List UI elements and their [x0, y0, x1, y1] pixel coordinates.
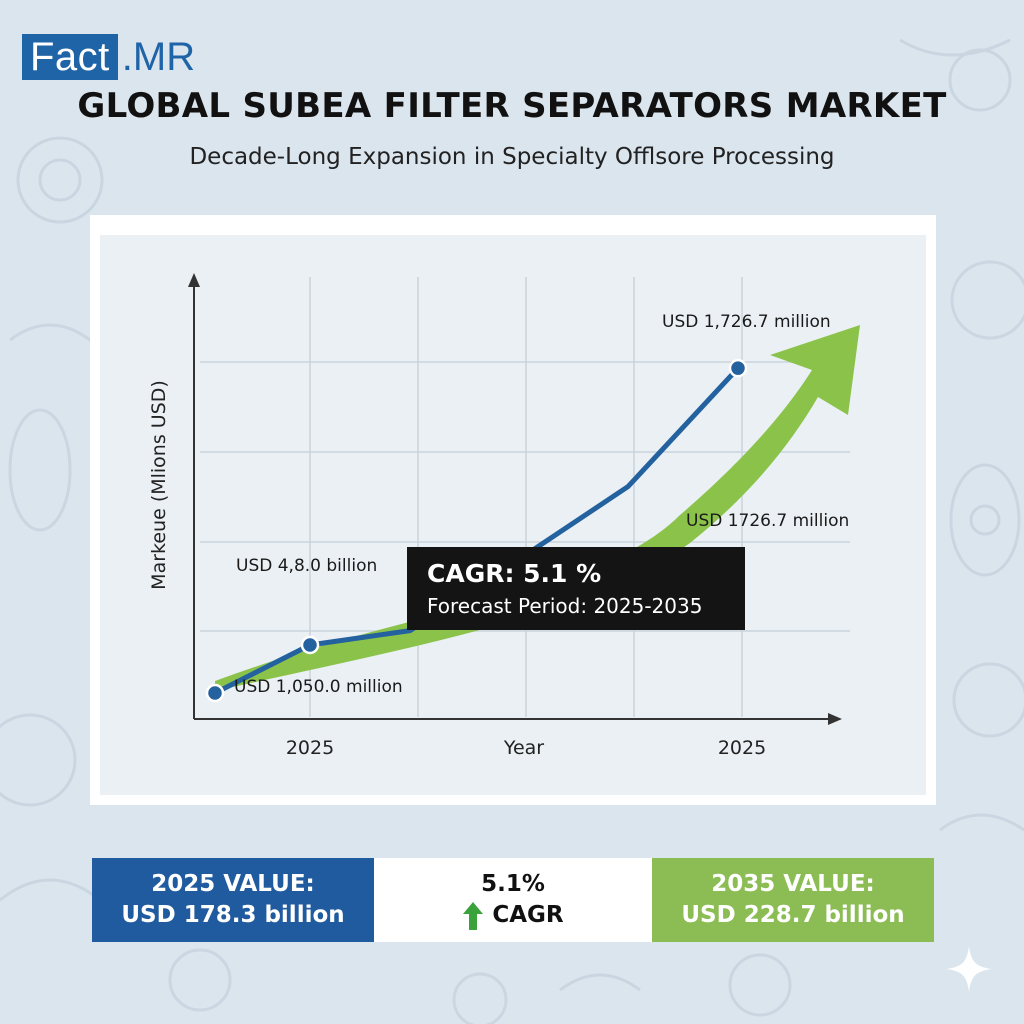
cagr-label: CAGR: 5.1 % [427, 559, 602, 588]
green-trend-arrow [215, 325, 860, 691]
factmr-logo: Fact .MR [22, 34, 195, 80]
y-axis-arrowhead [188, 273, 200, 287]
page-subtitle: Decade-Long Expansion in Specialty Offls… [189, 144, 835, 170]
market-line-chart: Markeue (Mlions USD) Year 2025 2025 USD … [100, 235, 926, 795]
data-point-marker [728, 358, 748, 378]
stat-2025-label: 2025 VALUE: [151, 871, 315, 897]
stat-2035-value: 2035 VALUE: USD 228.7 billion [652, 858, 934, 942]
annotation-end: USD 1,726.7 million [662, 312, 831, 332]
x-axis-arrowhead [828, 713, 842, 725]
annotation-second: USD 4,8.0 billion [236, 556, 377, 576]
x-tick-label: 2025 [718, 737, 766, 759]
x-axis-label: Year [503, 737, 544, 759]
stat-cagr-value: 5.1% [481, 871, 545, 897]
sparkle-icon [946, 946, 992, 992]
plot-background [100, 235, 926, 795]
stat-2025-value: 2025 VALUE: USD 178.3 billion [92, 858, 374, 942]
logo-mr-text: .MR [121, 35, 196, 79]
up-arrow-icon [463, 901, 484, 930]
stat-cagr: 5.1% CAGR [374, 858, 652, 942]
x-tick-label: 2025 [286, 737, 334, 759]
page-title: GLOBAL SUBEA FILTER SEPARATORS MARKET [77, 86, 947, 126]
annotation-arrow: USD 1726.7 million [686, 511, 849, 531]
annotation-start: USD 1,050.0 million [234, 677, 403, 697]
stat-2025-amount: USD 178.3 billion [121, 902, 345, 928]
stat-2035-label: 2035 VALUE: [711, 871, 875, 897]
summary-stats-bar: 2025 VALUE: USD 178.3 billion 5.1% CAGR … [92, 858, 934, 942]
stat-2035-amount: USD 228.7 billion [681, 902, 905, 928]
logo-fact-text: Fact [22, 34, 118, 80]
data-point-marker [205, 683, 225, 703]
forecast-period: Forecast Period: 2025-2035 [427, 594, 703, 618]
chart-axes [188, 273, 842, 725]
stat-cagr-label: CAGR [492, 902, 564, 928]
data-point-marker [300, 635, 320, 655]
y-axis-label: Markeue (Mlions USD) [148, 380, 170, 590]
cagr-callout: CAGR: 5.1 % Forecast Period: 2025-2035 [407, 547, 745, 630]
